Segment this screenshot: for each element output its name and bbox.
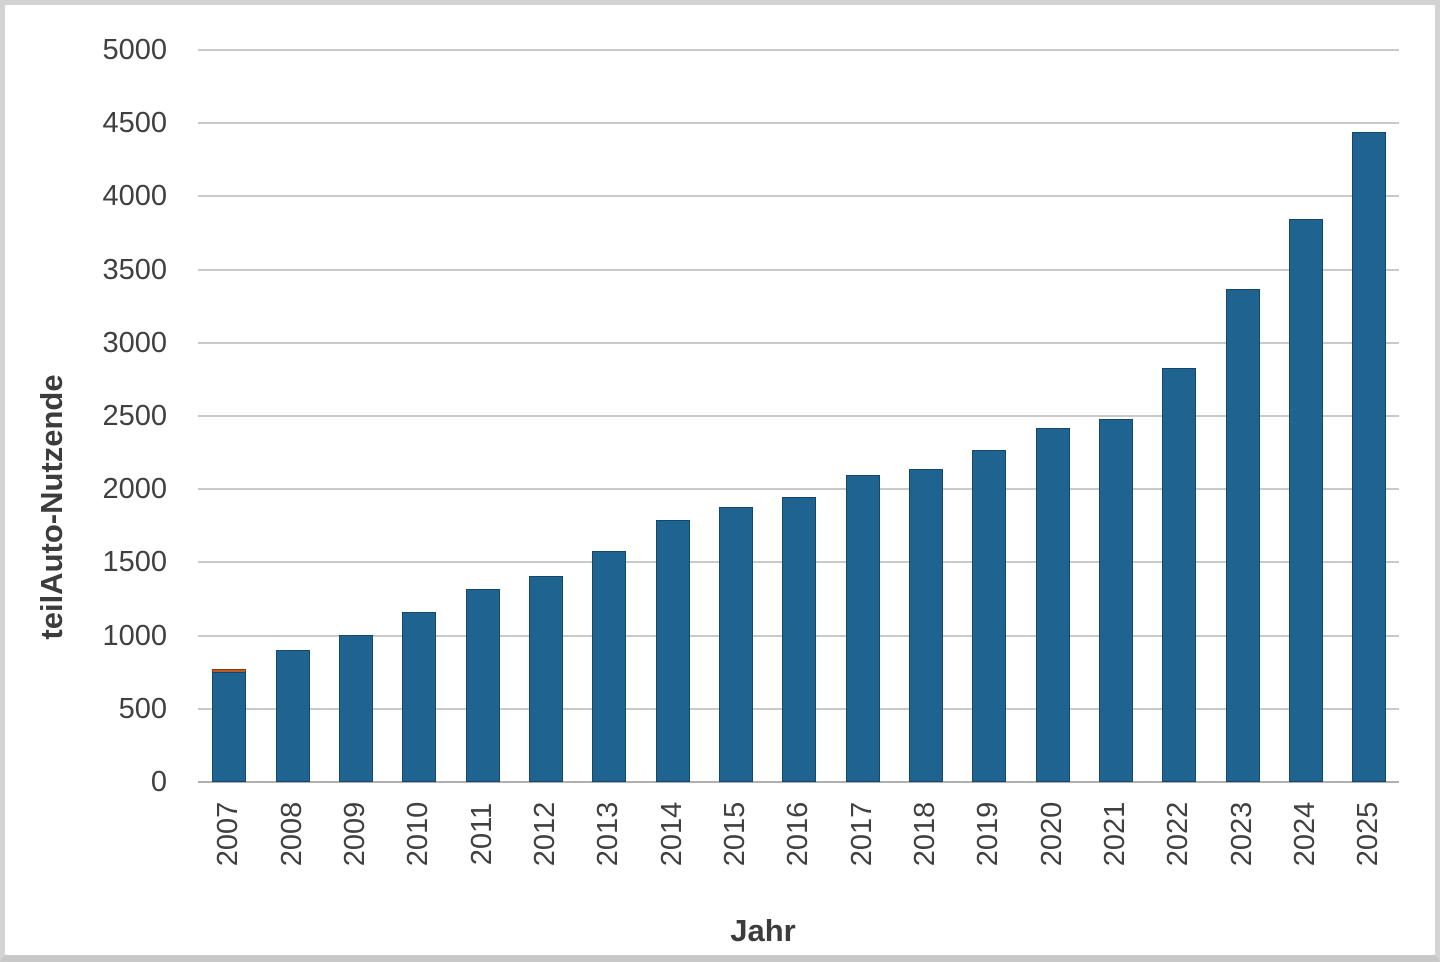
bar-segment-blue xyxy=(1225,288,1260,782)
x-tick-label-2017: 2017 xyxy=(845,801,878,867)
y-tick-label: 3500 xyxy=(102,253,167,286)
bar-2014 xyxy=(655,519,690,782)
bar-2015 xyxy=(718,506,753,782)
gridline xyxy=(198,488,1399,491)
x-tick-label-2011: 2011 xyxy=(465,802,498,866)
x-tick-label-2025: 2025 xyxy=(1352,801,1385,867)
bar-segment-blue xyxy=(528,576,563,782)
y-tick-label: 5000 xyxy=(102,34,167,66)
y-tick-label: 3000 xyxy=(102,326,167,359)
x-tick-label-2019: 2019 xyxy=(972,801,1005,867)
x-tick-label-2007: 2007 xyxy=(212,801,245,867)
gridline xyxy=(198,195,1399,198)
bar-segment-blue xyxy=(1288,219,1323,782)
bar-2017 xyxy=(845,475,880,782)
bar-segment-blue xyxy=(212,672,247,782)
y-axis-title: teilAuto-Nutzende xyxy=(34,374,69,640)
x-tick-label-2022: 2022 xyxy=(1162,801,1195,867)
bar-2019 xyxy=(972,450,1007,782)
y-tick-label: 500 xyxy=(118,692,167,725)
bar-2016 xyxy=(782,496,817,782)
bar-2008 xyxy=(275,649,310,782)
y-tick-label: 0 xyxy=(150,766,167,798)
x-tick-label-2012: 2012 xyxy=(528,801,561,867)
y-tick-label: 4500 xyxy=(102,107,167,140)
bar-2024 xyxy=(1288,219,1323,782)
y-tick-label: 1500 xyxy=(102,546,167,579)
gridline xyxy=(198,49,1399,51)
x-tick-label-2018: 2018 xyxy=(908,801,941,867)
bar-2025 xyxy=(1352,131,1387,782)
bar-2007 xyxy=(212,668,247,782)
bar-segment-orange xyxy=(212,668,247,673)
x-tick-label-2009: 2009 xyxy=(338,801,371,867)
x-axis-title: Jahr xyxy=(730,913,796,948)
gridline xyxy=(198,415,1399,417)
bar-segment-blue xyxy=(655,519,690,782)
x-tick-label-2014: 2014 xyxy=(655,801,688,867)
bar-2011 xyxy=(465,589,500,782)
x-tick-label-2013: 2013 xyxy=(592,801,625,867)
bar-segment-blue xyxy=(338,634,373,782)
bar-segment-blue xyxy=(1035,428,1070,782)
bar-2013 xyxy=(592,550,627,782)
bar-segment-blue xyxy=(275,649,310,782)
y-tick-label: 2000 xyxy=(102,473,167,506)
bar-segment-blue xyxy=(972,450,1007,782)
bar-segment-blue xyxy=(1352,131,1387,782)
bar-2018 xyxy=(908,469,943,782)
bar-2020 xyxy=(1035,428,1070,782)
bar-2009 xyxy=(338,634,373,782)
bar-2021 xyxy=(1098,418,1133,782)
gridline xyxy=(198,341,1399,344)
plot-area xyxy=(198,49,1399,783)
y-tick-label: 2500 xyxy=(102,400,167,432)
x-tick-label-2021: 2021 xyxy=(1098,801,1131,867)
y-tick-label: 4000 xyxy=(102,180,167,213)
x-tick-label-2015: 2015 xyxy=(718,801,751,867)
bar-segment-blue xyxy=(592,550,627,782)
bar-segment-blue xyxy=(1162,368,1197,782)
bar-2010 xyxy=(402,612,437,782)
x-tick-label-2023: 2023 xyxy=(1225,801,1258,867)
bar-2012 xyxy=(528,576,563,782)
bar-segment-blue xyxy=(465,589,500,782)
bar-segment-blue xyxy=(402,612,437,782)
bar-2022 xyxy=(1162,368,1197,782)
bar-segment-blue xyxy=(1098,418,1133,782)
x-tick-label-2008: 2008 xyxy=(275,801,308,867)
x-tick-label-2010: 2010 xyxy=(402,801,435,867)
gridline xyxy=(198,268,1399,271)
x-axis-baseline xyxy=(198,781,1399,783)
gridline xyxy=(198,122,1399,125)
x-tick-label-2020: 2020 xyxy=(1035,801,1068,867)
bar-segment-blue xyxy=(718,506,753,782)
x-tick-label-2024: 2024 xyxy=(1288,801,1321,867)
bar-segment-blue xyxy=(782,496,817,782)
bar-segment-blue xyxy=(845,475,880,782)
bar-segment-blue xyxy=(908,469,943,782)
x-tick-label-2016: 2016 xyxy=(782,801,815,867)
bar-2023 xyxy=(1225,288,1260,782)
y-tick-label: 1000 xyxy=(102,619,167,652)
